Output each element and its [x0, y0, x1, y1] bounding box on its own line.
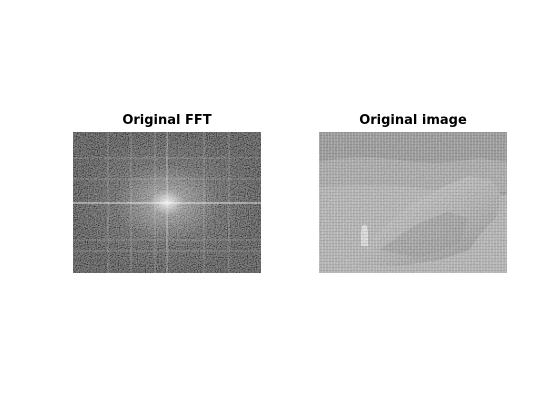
subplot-title-fft: Original FFT	[122, 113, 212, 128]
subplot-title-image: Original image	[359, 113, 467, 128]
original-image	[319, 132, 507, 273]
fft-image	[73, 132, 261, 273]
subplot-image: Original image	[319, 113, 507, 273]
image-horizontal-artifacts	[319, 132, 507, 273]
subplot-fft: Original FFT	[73, 113, 261, 273]
